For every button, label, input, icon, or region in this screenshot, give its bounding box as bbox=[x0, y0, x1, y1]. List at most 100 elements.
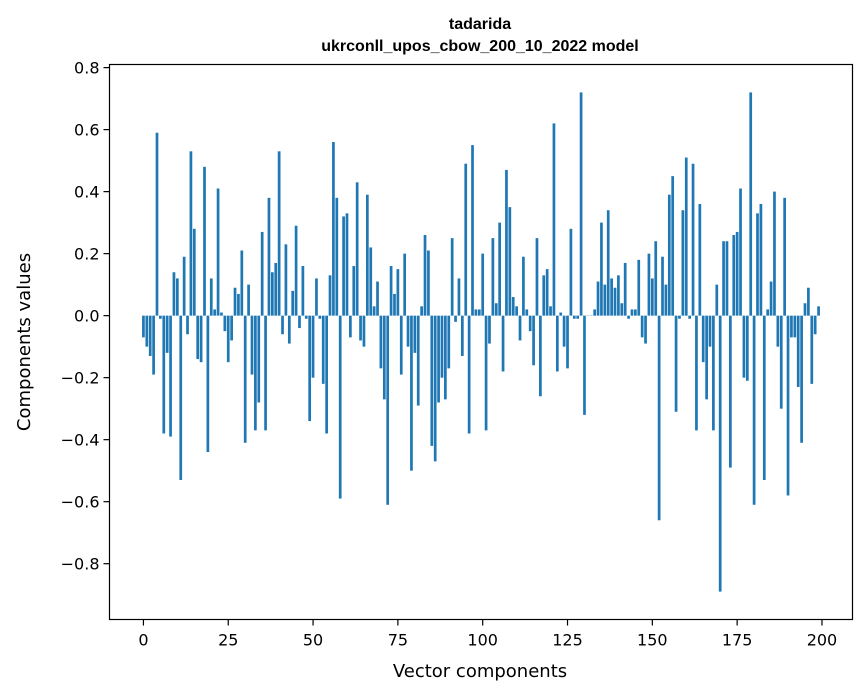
bar-component-166 bbox=[705, 315, 708, 400]
bar-component-174 bbox=[732, 235, 736, 316]
bar-component-153 bbox=[661, 256, 664, 316]
bar-component-179 bbox=[749, 92, 753, 316]
bar-component-28 bbox=[237, 293, 240, 316]
bar-component-115 bbox=[532, 315, 535, 366]
y-axis-label: Components values bbox=[14, 253, 35, 431]
bar-component-130 bbox=[583, 315, 586, 415]
bar-component-176 bbox=[739, 188, 742, 316]
bar-component-61 bbox=[349, 315, 352, 338]
bar-component-84 bbox=[427, 250, 430, 316]
bar-component-94 bbox=[460, 315, 464, 356]
bar-component-73 bbox=[389, 266, 393, 316]
bar-component-79 bbox=[410, 315, 413, 471]
bar-component-8 bbox=[169, 315, 172, 437]
bar-component-192 bbox=[793, 315, 797, 338]
bar-component-111 bbox=[518, 315, 522, 341]
chart-title: tadarida bbox=[449, 16, 511, 33]
bar-component-26 bbox=[230, 315, 233, 341]
bar-component-46 bbox=[298, 315, 301, 329]
bar-component-117 bbox=[539, 315, 542, 397]
bar-component-13 bbox=[186, 315, 189, 335]
x-tick-label: 100 bbox=[467, 631, 498, 650]
bar-component-86 bbox=[433, 315, 437, 462]
bar-component-89 bbox=[444, 315, 447, 400]
bar-component-197 bbox=[810, 315, 814, 384]
bar-component-189 bbox=[783, 197, 786, 316]
y-tick-label: 0.4 bbox=[74, 183, 99, 202]
bar-component-193 bbox=[796, 315, 800, 387]
bar-component-143 bbox=[627, 315, 630, 319]
bar-component-118 bbox=[542, 275, 546, 316]
bar-component-146 bbox=[637, 259, 641, 316]
bar-component-160 bbox=[684, 157, 688, 316]
bar-component-59 bbox=[342, 216, 345, 316]
bar-component-183 bbox=[762, 315, 766, 480]
bar-component-18 bbox=[203, 166, 206, 316]
bar-component-14 bbox=[189, 151, 193, 316]
bar-component-70 bbox=[379, 315, 383, 369]
bar-component-6 bbox=[162, 315, 166, 434]
bar-component-63 bbox=[355, 182, 359, 316]
bar-component-191 bbox=[790, 315, 793, 338]
bar-component-172 bbox=[725, 241, 729, 316]
bar-component-12 bbox=[182, 256, 186, 316]
bar-component-180 bbox=[752, 315, 756, 505]
bar-component-42 bbox=[284, 244, 288, 316]
bar-component-182 bbox=[759, 204, 763, 316]
bar-component-20 bbox=[209, 278, 213, 316]
bar-component-67 bbox=[369, 247, 373, 316]
bar-component-65 bbox=[362, 315, 366, 347]
bars-group bbox=[142, 92, 820, 592]
bar-component-90 bbox=[447, 315, 451, 369]
bar-component-96 bbox=[467, 315, 471, 434]
bar-component-112 bbox=[522, 256, 525, 316]
bar-component-85 bbox=[430, 315, 434, 446]
bar-component-148 bbox=[644, 315, 647, 344]
bar-component-33 bbox=[254, 315, 257, 431]
bar-component-62 bbox=[352, 266, 356, 316]
bar-component-139 bbox=[613, 287, 617, 316]
bar-component-81 bbox=[416, 315, 420, 406]
bar-component-149 bbox=[647, 253, 651, 316]
bar-component-103 bbox=[491, 238, 495, 316]
x-tick-label: 150 bbox=[637, 631, 668, 650]
bar-component-80 bbox=[413, 315, 417, 353]
bar-component-71 bbox=[382, 315, 386, 400]
bar-component-165 bbox=[701, 315, 705, 363]
bar-component-11 bbox=[179, 315, 183, 480]
bar-component-56 bbox=[332, 142, 335, 316]
bar-component-177 bbox=[742, 315, 746, 378]
bar-component-107 bbox=[505, 169, 508, 316]
bar-component-38 bbox=[270, 272, 274, 316]
y-tick-label: 0.8 bbox=[74, 59, 99, 78]
y-tick-label: −0.4 bbox=[61, 431, 100, 450]
bar-component-121 bbox=[552, 123, 556, 316]
bar-component-92 bbox=[454, 315, 457, 322]
bar-component-43 bbox=[287, 315, 291, 344]
bar-component-169 bbox=[715, 284, 719, 316]
bar-component-82 bbox=[420, 306, 423, 316]
bar-component-0 bbox=[142, 315, 145, 338]
bar-component-49 bbox=[308, 315, 312, 422]
bar-component-145 bbox=[634, 309, 637, 316]
bar-component-93 bbox=[457, 278, 461, 316]
bar-component-7 bbox=[165, 315, 169, 353]
bar-component-68 bbox=[372, 306, 376, 316]
bar-component-10 bbox=[176, 278, 179, 316]
bar-component-155 bbox=[667, 194, 671, 316]
bar-component-120 bbox=[549, 306, 552, 316]
bar-component-175 bbox=[735, 231, 739, 316]
bar-component-188 bbox=[779, 315, 783, 409]
bar-component-4 bbox=[155, 132, 159, 316]
bar-component-156 bbox=[671, 176, 675, 316]
bar-component-3 bbox=[152, 315, 155, 375]
bar-component-64 bbox=[359, 315, 362, 341]
bar-component-32 bbox=[250, 315, 254, 375]
x-tick-label: 25 bbox=[218, 631, 238, 650]
y-tick-label: 0.2 bbox=[74, 245, 99, 264]
y-tick-label: −0.2 bbox=[61, 369, 100, 388]
bar-component-144 bbox=[630, 309, 634, 316]
bar-component-75 bbox=[396, 269, 400, 316]
bar-component-31 bbox=[247, 284, 250, 316]
bar-component-48 bbox=[304, 315, 308, 319]
